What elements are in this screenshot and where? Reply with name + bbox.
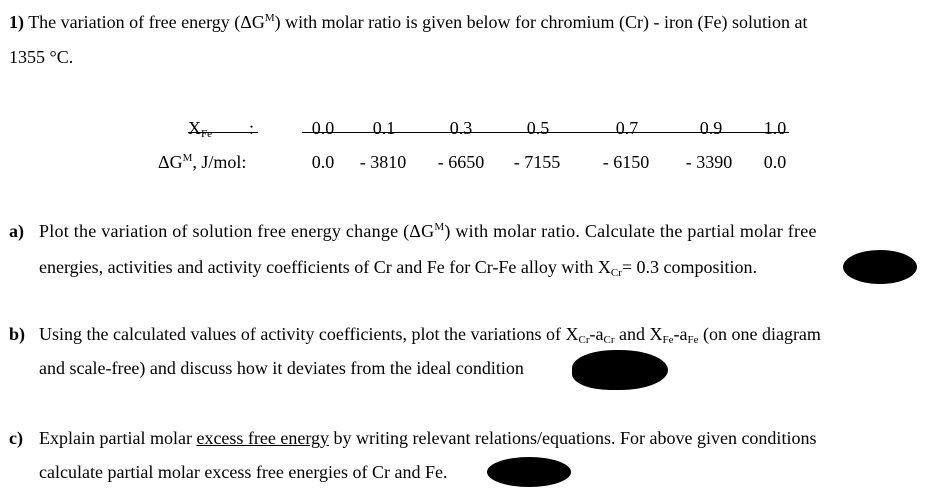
part-c-line1: Explain partial molar excess free energy… <box>39 428 817 448</box>
part-c-line2: calculate partial molar excess free ener… <box>39 462 448 482</box>
part-a-line2: energies, activities and activity coeffi… <box>39 257 757 279</box>
part-b-line2: and scale-free) and discuss how it devia… <box>39 358 524 378</box>
g-value-3: - 7155 <box>513 152 561 172</box>
row1-label: XFe <box>188 118 212 140</box>
x-value-1: 0.1 <box>372 118 396 138</box>
g-value-6: 0.0 <box>763 152 787 172</box>
x-values-underline <box>302 132 789 133</box>
part-a-letter: a) <box>9 221 24 241</box>
x-value-0: 0.0 <box>311 118 335 138</box>
row1-label-underline <box>188 132 258 133</box>
part-b-letter: b) <box>9 324 26 344</box>
intro-sup: M <box>264 12 275 24</box>
redaction-blob-b <box>572 350 668 390</box>
x-value-6: 1.0 <box>763 118 787 138</box>
excess-free-energy-underlined: excess free energy <box>196 428 330 448</box>
question-intro-line2: 1355 °C. <box>9 47 74 67</box>
g-value-2: - 6650 <box>437 152 485 172</box>
g-value-4: - 6150 <box>602 152 650 172</box>
row2-label: ΔGM, J/mol: <box>158 152 247 172</box>
intro-text-a: The variation of free energy (ΔG <box>28 12 265 32</box>
g-value-0: 0.0 <box>311 152 335 172</box>
redaction-blob-a <box>843 250 917 284</box>
x-value-2: 0.3 <box>449 118 473 138</box>
part-a-line1: Plot the variation of solution free ener… <box>39 221 817 241</box>
x-value-5: 0.9 <box>699 118 723 138</box>
intro-text-b: ) with molar ratio is given below for ch… <box>274 12 808 32</box>
g-value-1: - 3810 <box>359 152 407 172</box>
redaction-blob-c <box>487 457 571 487</box>
row1-colon: : <box>249 118 255 138</box>
x-value-3: 0.5 <box>526 118 550 138</box>
x-value-4: 0.7 <box>615 118 639 138</box>
part-b-line1: Using the calculated values of activity … <box>39 324 821 346</box>
question-number: 1) <box>9 12 24 32</box>
question-intro-line1: 1) The variation of free energy (ΔGM) wi… <box>9 11 808 36</box>
g-value-5: - 3390 <box>685 152 733 172</box>
part-c-letter: c) <box>9 428 23 448</box>
